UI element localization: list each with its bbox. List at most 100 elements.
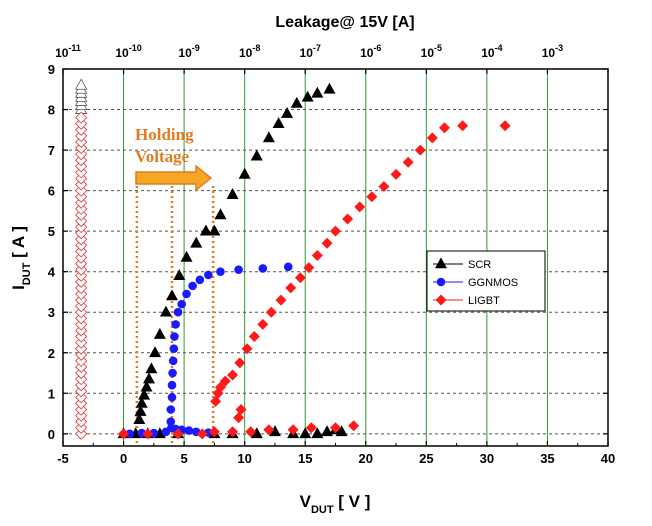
data-point <box>294 272 306 284</box>
x-axis-title: VDUT [ V ] <box>300 492 371 516</box>
leakage-point <box>75 421 88 434</box>
data-point <box>168 356 178 366</box>
x-tick-label: 5 <box>180 451 187 466</box>
data-point <box>390 168 402 180</box>
data-point <box>281 106 294 118</box>
data-point <box>118 428 130 440</box>
data-point <box>125 429 134 439</box>
x-tick-label: -5 <box>57 451 69 466</box>
data-point <box>311 427 324 439</box>
leakage-point <box>75 214 88 228</box>
leakage-point <box>75 111 88 124</box>
data-point <box>180 250 193 262</box>
data-point <box>133 413 146 424</box>
data-point <box>402 156 414 168</box>
leakage-point <box>75 312 88 325</box>
data-point <box>153 327 166 339</box>
series-layer <box>74 78 511 440</box>
data-point <box>227 369 239 381</box>
x-tick-labels: -5 0 5 10 15 20 25 30 35 40 <box>57 451 615 466</box>
data-point <box>166 405 176 414</box>
data-point <box>330 422 341 434</box>
leakage-point <box>75 233 88 246</box>
x-tick-label: 20 <box>359 451 373 466</box>
leakage-point <box>75 239 88 252</box>
leakage-point <box>75 379 88 392</box>
annotation-line2: Voltage <box>135 147 190 166</box>
data-point <box>250 149 263 161</box>
x-tick-label: 25 <box>419 451 433 466</box>
data-point <box>167 393 177 402</box>
data-point <box>142 372 155 384</box>
data-point <box>199 224 212 236</box>
data-point <box>366 191 378 203</box>
leakage-point <box>75 154 88 167</box>
data-point <box>167 380 177 390</box>
data-point <box>262 131 275 143</box>
y-tick-label: 5 <box>48 224 55 239</box>
data-point <box>330 225 341 237</box>
x-tick-label: 0 <box>120 451 127 466</box>
leakage-point <box>75 184 88 197</box>
top-tick-label: 10-8 <box>239 43 260 60</box>
legend-marker <box>434 257 448 269</box>
data-point <box>311 86 324 98</box>
legend: SCR GGNMOS LIGBT <box>426 250 546 312</box>
top-tick-label: 10-11 <box>55 43 81 60</box>
y-tick-label: 9 <box>48 62 55 77</box>
y-tick-label: 3 <box>48 305 55 320</box>
leakage-point <box>75 275 88 288</box>
top-tick-label: 10-9 <box>178 43 199 60</box>
y-tick-label: 4 <box>48 265 56 280</box>
legend-box <box>426 250 546 312</box>
x-tick-label: 15 <box>298 451 312 466</box>
data-point <box>219 375 231 387</box>
data-point <box>275 294 287 306</box>
data-point <box>290 96 303 108</box>
leakage-point <box>75 391 88 404</box>
leakage-point <box>75 202 88 215</box>
data-point <box>159 305 172 317</box>
data-point <box>323 82 336 94</box>
data-point <box>188 281 197 291</box>
data-point <box>499 120 511 132</box>
top-tick-label: 10-4 <box>481 43 502 60</box>
data-point <box>204 270 213 280</box>
data-point <box>378 181 390 193</box>
leakage-point <box>75 318 88 331</box>
data-point <box>208 426 220 438</box>
axis-ticks <box>62 68 609 446</box>
leakage-point <box>75 397 88 410</box>
leakage-point <box>75 172 88 185</box>
data-point <box>227 426 239 438</box>
x-tick-label: 10 <box>237 451 251 466</box>
data-point <box>238 167 251 179</box>
leakage-point <box>75 135 88 149</box>
y-tick-label: 2 <box>48 346 55 361</box>
y-tick-label: 0 <box>48 427 55 442</box>
series-ggnmos <box>125 262 293 439</box>
legend-label: SCR <box>468 259 491 271</box>
leakage-point <box>75 208 88 222</box>
holding-voltage-annotation: Holding Voltage <box>135 125 213 192</box>
data-point <box>190 236 203 248</box>
x-tick-label: 40 <box>601 451 615 466</box>
leakage-point <box>75 324 88 337</box>
data-point <box>142 428 154 440</box>
leakage-point <box>75 245 88 258</box>
y-tick-label: 8 <box>48 103 55 118</box>
data-point <box>182 289 191 299</box>
data-point <box>354 201 366 213</box>
leakage-point <box>75 196 88 209</box>
arrow-icon <box>135 164 213 192</box>
leakage-point <box>75 129 88 142</box>
leakage-point <box>75 427 88 440</box>
data-point <box>305 422 317 434</box>
legend-label: LIGBT <box>468 295 500 307</box>
leakage-point <box>75 306 88 319</box>
leakage-point <box>75 373 88 386</box>
y-tick-label: 6 <box>48 184 55 199</box>
leakage-point <box>75 330 88 343</box>
data-point <box>263 424 275 436</box>
data-point <box>168 368 177 378</box>
